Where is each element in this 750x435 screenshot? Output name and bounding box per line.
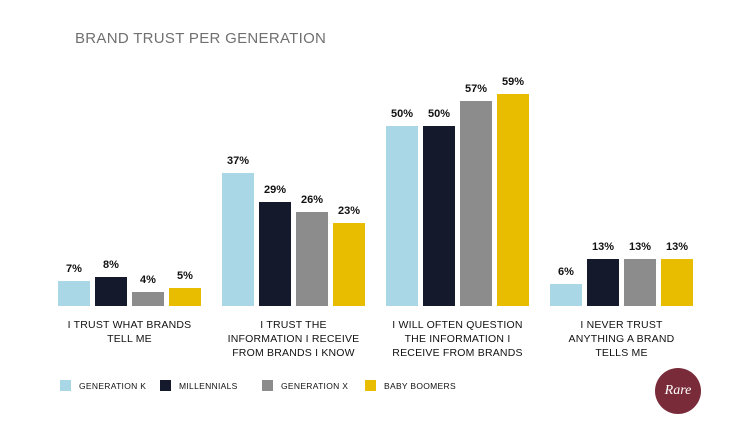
value-label: 29%	[263, 183, 287, 196]
bar	[550, 284, 582, 306]
value-label: 50%	[390, 108, 414, 120]
value-label: 13%	[591, 241, 615, 254]
value-label: 59%	[501, 75, 525, 88]
legend-swatch	[60, 380, 71, 391]
category-label: I NEVER TRUST ANYTHING A BRAND TELLS ME	[568, 319, 675, 359]
bar	[222, 172, 254, 306]
legend-label: GENERATION X	[281, 381, 349, 391]
category-label: I TRUST THE INFORMATION I RECEIVE FROM B…	[227, 319, 360, 359]
legend-swatch	[365, 380, 376, 391]
bar	[587, 259, 619, 306]
value-label: 6%	[558, 266, 574, 279]
value-label: 37%	[226, 154, 250, 167]
bar	[132, 291, 164, 306]
value-label: 13%	[665, 241, 689, 254]
logo: Rare	[655, 368, 701, 414]
bar	[296, 212, 328, 306]
bar	[386, 126, 418, 306]
chart-title: BRAND TRUST PER GENERATION	[75, 30, 327, 47]
legend-label: BABY BOOMERS	[384, 381, 456, 391]
value-label: 23%	[337, 205, 361, 218]
category-label: I TRUST WHAT BRANDS TELL ME	[67, 319, 192, 345]
legend-swatch	[262, 380, 273, 391]
legend-swatch	[160, 380, 171, 391]
value-label: 57%	[464, 82, 488, 95]
value-label: 26%	[300, 194, 324, 207]
value-label: 50%	[427, 108, 451, 120]
bar	[169, 288, 201, 306]
value-label: 4%	[140, 273, 156, 286]
bar	[460, 100, 492, 306]
value-label: 13%	[628, 241, 652, 254]
bar	[661, 259, 693, 306]
value-label: 5%	[177, 270, 193, 282]
legend-label: GENERATION K	[79, 381, 147, 391]
legend-label: MILLENNIALS	[179, 381, 238, 391]
value-label: 8%	[103, 259, 119, 272]
bar	[58, 280, 90, 306]
bar	[423, 126, 455, 306]
bar	[259, 201, 291, 306]
bar	[497, 93, 529, 306]
category-label: I WILL OFTEN QUESTION THE INFORMATION I …	[392, 319, 523, 359]
bar	[95, 277, 127, 306]
bar	[624, 259, 656, 306]
value-label: 7%	[66, 262, 82, 275]
bar	[333, 223, 365, 306]
